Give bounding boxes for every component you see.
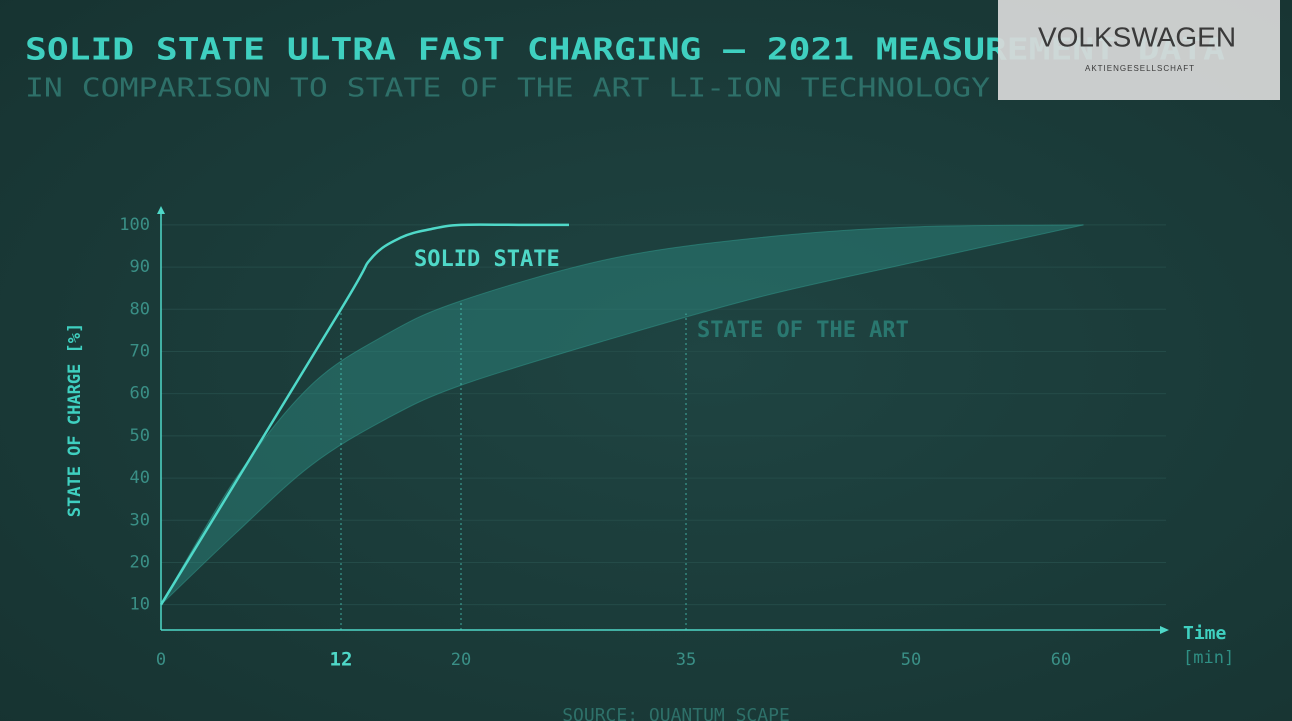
logo-subname: AKTIENGESELLSCHAFT (1085, 64, 1195, 73)
series-label: STATE OF THE ART (697, 318, 909, 343)
source: SOURCE: QUANTUM SCAPE (562, 705, 790, 721)
y-tick-label: 80 (130, 299, 150, 319)
x-tick-label: 20 (451, 650, 471, 670)
band-area (161, 224, 1084, 605)
x-tick-label: 60 (1051, 650, 1071, 670)
y-axis-label: STATE OF CHARGE [%] (65, 323, 85, 517)
plot-area: 10 20 30 40 50 60 70 80 90 100 0 12 20 35 50 60 SOLID ST… (119, 206, 1169, 671)
chart-subtitle: IN COMPARISON TO STATE OF THE ART LI-ION… (25, 74, 990, 104)
x-axis-unit: [min] (1183, 648, 1234, 668)
y-tick-label: 90 (130, 257, 150, 277)
line (159, 223, 569, 606)
logo-box (998, 0, 1280, 100)
band-lower (160, 224, 1084, 606)
x-axis-arrow (1160, 626, 1169, 634)
series-label: SOLID STATE (414, 247, 560, 272)
y-tick-label: 70 (130, 341, 150, 361)
x-axis-label: Time (1183, 623, 1227, 644)
x-tick-label: 12 (330, 649, 353, 671)
logo-name: VOLKSWAGEN (1038, 21, 1236, 52)
x-tick-label: 50 (901, 650, 921, 670)
x-tick-label: 35 (676, 650, 696, 670)
y-tick-label: 10 (130, 595, 150, 615)
y-axis-arrow (157, 206, 165, 214)
y-tick-label: 50 (130, 426, 150, 446)
y-tick-label: 30 (130, 510, 150, 530)
y-tick-label: 60 (130, 384, 150, 404)
y-tick-label: 100 (119, 215, 150, 235)
x-tick-label: 0 (156, 650, 166, 670)
y-tick-label: 40 (130, 468, 150, 488)
y-tick-label: 20 (130, 552, 150, 572)
